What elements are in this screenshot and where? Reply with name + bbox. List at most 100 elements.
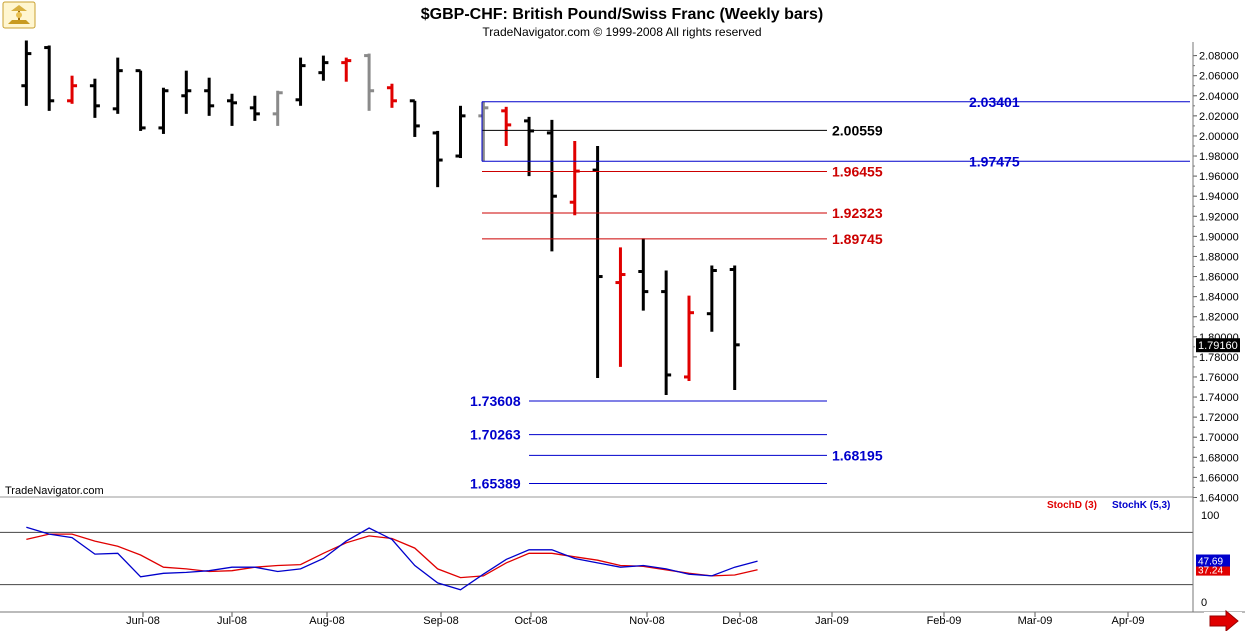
ohlc-bar: [501, 106, 512, 146]
x-tick-label: Aug-08: [309, 615, 344, 627]
ohlc-bar: [684, 295, 694, 381]
y-tick-label: 1.72000: [1199, 412, 1239, 424]
ohlc-bar: [249, 95, 260, 121]
level-label: 1.97475: [969, 153, 1020, 169]
legend-stochk: StochK (5,3): [1112, 500, 1170, 511]
stoch-last-tag: 47.69: [1196, 554, 1230, 568]
level-line: 1.68195: [529, 447, 883, 463]
level-label: 1.96455: [832, 164, 883, 180]
level-line: 1.89745: [482, 231, 883, 247]
stoch-last-text: 37.24: [1198, 566, 1223, 577]
level-label: 2.00559: [832, 122, 883, 138]
ohlc-bar: [272, 90, 283, 126]
y-tick-label: 1.90000: [1199, 231, 1239, 243]
y-tick-label: 1.76000: [1199, 372, 1239, 384]
last-price-box: [1196, 338, 1240, 353]
level-line: 1.92323: [482, 205, 883, 221]
stoch-last-box: [1196, 554, 1230, 567]
y-tick-label: 1.88000: [1199, 251, 1239, 263]
ohlc-bar: [318, 55, 329, 81]
ohlc-bar: [295, 57, 306, 106]
fibonacci-levels: 2.03401 2.00559 1.97475 1.96455 1.92323 1.897…: [470, 94, 1190, 492]
level-line: 1.97475: [482, 153, 1190, 169]
x-tick-label: Jan-09: [815, 615, 849, 627]
ohlc-bar: [432, 130, 443, 188]
ohlc-bar: [181, 70, 192, 114]
y-tick-label: 1.98000: [1199, 151, 1239, 163]
axis-layer: 2.08000 2.06000 2.04000 2.02000 2.00000 1.980…: [126, 51, 1240, 627]
ohlc-bar: [158, 87, 169, 134]
y-tick-label: 1.84000: [1199, 292, 1239, 304]
ohlc-bar: [386, 83, 397, 108]
level-line: 2.03401: [482, 94, 1190, 110]
legend-stochd: StochD (3): [1047, 500, 1097, 511]
level-line: 2.00559: [482, 122, 883, 138]
y-tick-label: 2.02000: [1199, 111, 1239, 123]
level-label: 1.89745: [832, 231, 883, 247]
y-tick-label: 1.74000: [1199, 392, 1239, 404]
y-tick-label: 1.70000: [1199, 432, 1239, 444]
y-tick-label: 2.00000: [1199, 131, 1239, 143]
level-label: 1.73608: [470, 393, 521, 409]
ohlc-bar: [661, 270, 672, 396]
y-tick-label: 2.08000: [1199, 51, 1239, 63]
y-tick-label: 1.78000: [1199, 352, 1239, 364]
stoch-last-text: 47.69: [1198, 557, 1223, 568]
ohlc-bar: [364, 53, 375, 111]
x-tick-label: Mar-09: [1018, 615, 1053, 627]
ohlc-bar: [729, 265, 740, 391]
y-tick-label: 1.68000: [1199, 452, 1239, 464]
level-line: 1.96455: [482, 164, 883, 180]
ohlc-bar: [706, 265, 717, 332]
level-line: 1.73608: [470, 393, 827, 409]
level-line: 1.70263: [470, 427, 827, 443]
y-tick-label: 1.86000: [1199, 272, 1239, 284]
ohlc-bar: [227, 93, 237, 126]
level-label: 1.65389: [470, 476, 521, 492]
x-tick-label: Feb-09: [927, 615, 962, 627]
last-price-tag: 1.79160: [1196, 338, 1240, 353]
y-tick-label: 1.64000: [1199, 492, 1239, 504]
copyright-text: TradeNavigator.com © 1999-2008 All right…: [482, 25, 761, 39]
x-tick-label: Dec-08: [722, 615, 757, 627]
stoch-last-tag: 37.24: [1196, 563, 1230, 577]
stoch-y-tick-label: 100: [1201, 510, 1219, 522]
ohlc-bar: [455, 105, 466, 159]
ohlc-bar: [524, 116, 535, 177]
ohlc-bar: [67, 75, 78, 104]
y-tick-label: 1.92000: [1199, 211, 1239, 223]
level-label: 1.70263: [470, 427, 521, 443]
y-tick-label: 2.04000: [1199, 91, 1239, 103]
chart-title: $GBP-CHF: British Pound/Swiss Franc (Wee…: [421, 6, 823, 23]
ohlc-bar: [44, 45, 55, 111]
x-tick-label: Jul-08: [217, 615, 247, 627]
level-label: 1.68195: [832, 447, 883, 463]
ohlc-bar: [112, 57, 123, 114]
y-tick-label: 1.94000: [1199, 191, 1239, 203]
stoch-y-tick-label: 0: [1201, 597, 1207, 609]
ohlc-bar: [409, 99, 420, 137]
y-tick-label: 1.66000: [1199, 472, 1239, 484]
ohlc-bar: [135, 69, 146, 131]
level-label: 1.92323: [832, 205, 883, 221]
x-tick-label: Nov-08: [629, 615, 664, 627]
x-tick-label: Jun-08: [126, 615, 160, 627]
stoch-last-box: [1196, 563, 1230, 576]
ohlc-bar: [478, 101, 489, 162]
last-price-text: 1.79160: [1198, 340, 1238, 352]
scroll-right-button[interactable]: [1204, 609, 1242, 633]
stoch-series-line: [26, 526, 758, 591]
price-panel: [21, 40, 740, 396]
ohlc-bar: [615, 247, 626, 367]
level-line: 1.65389: [470, 476, 827, 492]
ohlc-bar: [204, 77, 215, 116]
y-tick-label: 2.06000: [1199, 71, 1239, 83]
ohlc-bar: [21, 40, 32, 106]
stochastic-panel: StochD (3) StochK (5,3): [0, 500, 1193, 591]
x-tick-label: Apr-09: [1111, 615, 1144, 627]
y-tick-label: 1.82000: [1199, 312, 1239, 324]
watermark-text: TradeNavigator.com: [5, 485, 104, 497]
